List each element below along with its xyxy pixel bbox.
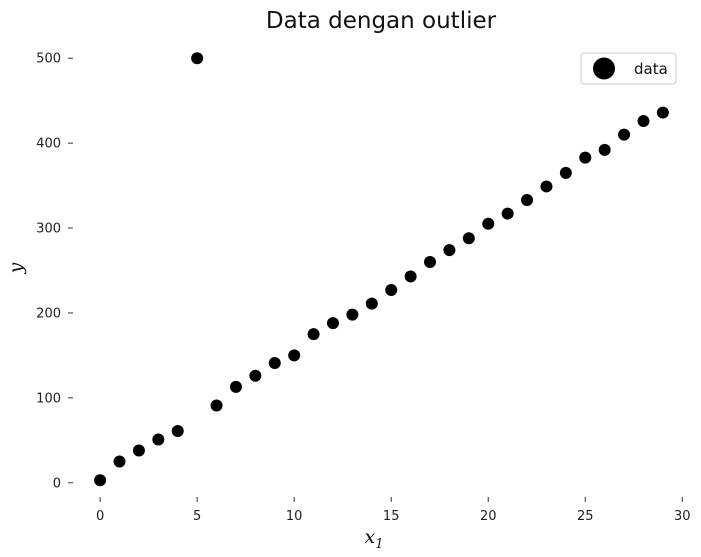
data-point: [657, 107, 669, 119]
data-point: [637, 115, 649, 127]
data-point: [269, 357, 281, 369]
legend-label-data: data: [634, 60, 668, 78]
data-point: [424, 256, 436, 268]
data-points: [94, 52, 669, 486]
data-point: [560, 167, 572, 179]
data-point: [133, 445, 145, 457]
x-tick-label: 0: [96, 509, 104, 524]
x-tick-label: 15: [383, 509, 400, 524]
x-axis-ticks: 0 5 10 15 20 25 30: [96, 497, 691, 524]
data-point: [288, 349, 300, 361]
data-point: [366, 298, 378, 310]
data-point: [172, 425, 184, 437]
data-point: [502, 208, 514, 220]
data-point: [191, 52, 203, 64]
data-point: [230, 381, 242, 393]
data-point: [482, 218, 494, 230]
data-point: [308, 328, 320, 340]
data-point: [249, 370, 261, 382]
x-axis-label-main: x: [365, 526, 376, 548]
y-tick-label: 0: [53, 476, 61, 491]
chart-title: Data dengan outlier: [266, 8, 497, 34]
data-point: [443, 244, 455, 256]
legend-marker: [593, 58, 615, 80]
data-point: [540, 180, 552, 192]
data-point: [579, 152, 591, 164]
data-point: [385, 284, 397, 296]
data-point: [521, 194, 533, 206]
y-tick-label: 400: [36, 137, 61, 152]
data-point: [94, 474, 106, 486]
data-point: [463, 232, 475, 244]
data-point: [599, 144, 611, 156]
y-axis-ticks: 0 100 200 300 400 500: [36, 52, 73, 492]
x-tick-label: 5: [193, 509, 201, 524]
data-point: [346, 309, 358, 321]
x-tick-label: 10: [286, 509, 303, 524]
x-tick-label: 20: [480, 509, 497, 524]
data-point: [114, 456, 126, 468]
x-tick-label: 30: [674, 509, 691, 524]
y-tick-label: 100: [36, 391, 61, 406]
x-axis-label: x1: [365, 526, 384, 552]
y-tick-label: 500: [36, 52, 61, 67]
data-point: [405, 270, 417, 282]
data-point: [327, 317, 339, 329]
x-tick-label: 25: [577, 509, 594, 524]
data-point: [211, 400, 223, 412]
x-axis-label-subscript: 1: [375, 537, 383, 552]
y-tick-label: 200: [36, 306, 61, 321]
legend: data: [581, 53, 676, 84]
y-axis-label: y: [5, 262, 27, 274]
y-tick-label: 300: [36, 222, 61, 237]
data-point: [152, 433, 164, 445]
data-point: [618, 129, 630, 141]
